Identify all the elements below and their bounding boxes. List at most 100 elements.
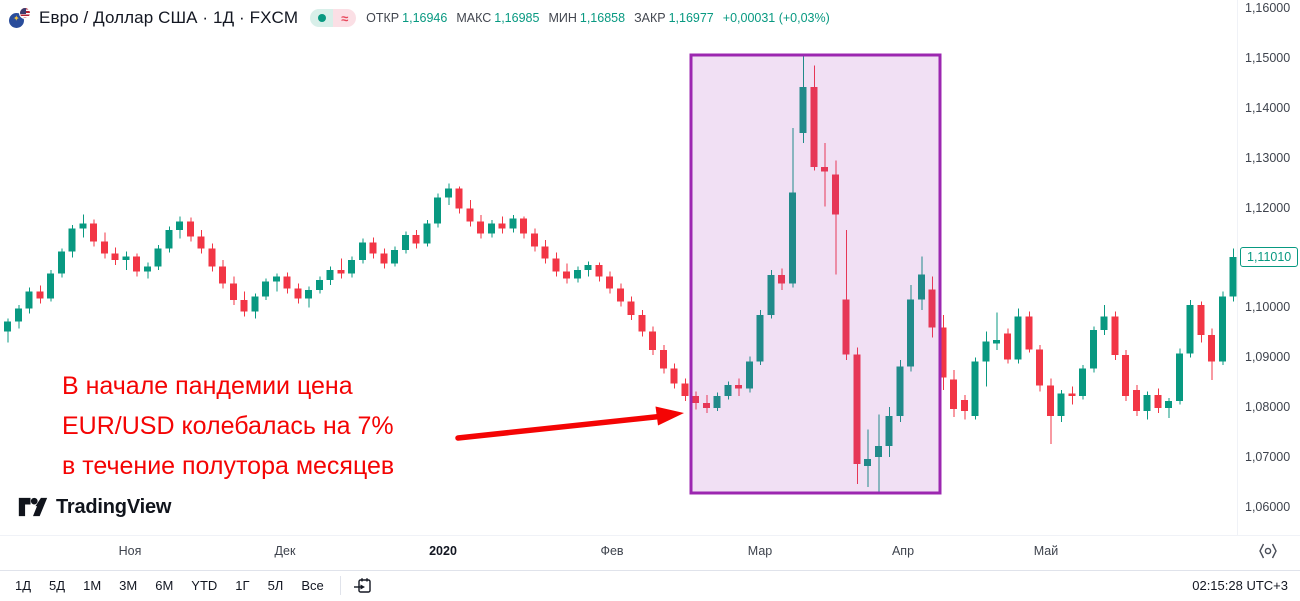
candle-body xyxy=(111,253,119,261)
annotation-line-2: EUR/USD колебалась на 7% xyxy=(62,412,394,440)
candle-body xyxy=(186,221,194,237)
symbol-title[interactable]: Евро / Доллар США · 1Д · FXCM xyxy=(39,8,299,27)
range-button-YTD[interactable]: YTD xyxy=(191,577,218,593)
candle-body xyxy=(315,280,323,290)
highlight-box-fill xyxy=(691,55,940,493)
candle-body xyxy=(530,233,538,247)
candle-body xyxy=(143,266,151,272)
candle-body xyxy=(283,276,291,289)
candle-body xyxy=(122,256,130,261)
time-axis-label-Мар: Мар xyxy=(747,544,773,558)
candle-body xyxy=(896,366,904,417)
candle-body xyxy=(778,275,785,284)
open-value: 1,16946 xyxy=(402,11,448,25)
candle-body xyxy=(864,459,871,467)
candle-body xyxy=(57,251,65,274)
candle-body xyxy=(788,192,796,284)
tradingview-watermark[interactable]: TradingView xyxy=(18,495,171,519)
price-axis-label: 1,07000 xyxy=(1245,450,1291,465)
candle-body xyxy=(1208,334,1215,362)
range-button-5Л[interactable]: 5Л xyxy=(267,577,284,593)
time-axis-label-Ноя: Ноя xyxy=(118,544,142,558)
ohlc-legend: ОТКР 1,16946 МАКС 1,16985 МИН 1,16858 ЗА… xyxy=(366,11,830,25)
candle-body xyxy=(1229,257,1237,297)
candle-body xyxy=(68,228,76,252)
candle-body xyxy=(735,384,742,389)
candle-body xyxy=(4,321,11,332)
candle-body xyxy=(993,339,1000,344)
candle-body xyxy=(928,289,936,328)
candle-body xyxy=(1046,385,1054,417)
range-button-1Д[interactable]: 1Д xyxy=(15,577,32,593)
range-button-3M[interactable]: 3M xyxy=(119,577,138,593)
price-scale-settings-icon[interactable] xyxy=(1258,542,1278,560)
clock-display[interactable]: 02:15:28 UTC+3 xyxy=(1192,578,1288,593)
candle-body xyxy=(606,276,613,289)
candle-body xyxy=(487,223,495,234)
eur-usd-flag-icon xyxy=(8,7,31,29)
candle-body xyxy=(950,379,957,410)
price-axis-label: 1,13000 xyxy=(1245,150,1291,165)
candle-body xyxy=(595,265,603,277)
candle-body xyxy=(584,265,592,271)
bottom-toolbar: 1Д 5Д 1M 3M 6M YTD 1Г 5Л Все 02:15:28 UTC+3 xyxy=(0,570,1300,600)
candle-body xyxy=(960,400,968,412)
range-button-1Г[interactable]: 1Г xyxy=(235,577,250,593)
candle-body xyxy=(713,396,721,409)
candle-body xyxy=(455,188,463,209)
candle-body xyxy=(552,258,560,272)
market-open-indicator xyxy=(310,9,334,27)
candle-body xyxy=(423,223,431,244)
range-button-5Д[interactable]: 5Д xyxy=(49,577,66,593)
candle-body xyxy=(477,221,484,234)
candle-body xyxy=(541,246,549,259)
candle-body xyxy=(36,291,44,299)
highlight-box-border[interactable] xyxy=(689,53,942,495)
time-axis-label-Фев: Фев xyxy=(600,544,624,558)
candle-body xyxy=(1186,304,1194,354)
annotation-arrow-line[interactable] xyxy=(455,413,667,441)
candle-body xyxy=(939,327,947,378)
candlestick-series xyxy=(4,55,1237,493)
candle-body xyxy=(262,281,269,297)
candle-body xyxy=(917,274,925,300)
high-value: 1,16985 xyxy=(494,11,540,25)
candle-body xyxy=(47,273,54,299)
annotation-text: В начале пандемии цена EUR/USD колебалась… xyxy=(62,366,394,486)
candle-body xyxy=(1003,333,1011,360)
candle-body xyxy=(1100,316,1108,330)
tradingview-logo-icon xyxy=(18,497,48,517)
candle-body xyxy=(337,270,345,274)
candle-body xyxy=(649,331,656,350)
candle-body xyxy=(1068,393,1076,397)
candle-body xyxy=(498,223,506,229)
candle-body xyxy=(520,218,527,234)
candle-body xyxy=(197,236,205,249)
candle-body xyxy=(659,349,667,369)
candle-body xyxy=(982,341,990,362)
price-axis[interactable]: 1,16000 1,15000 1,14000 1,13000 1,12000 1,100… xyxy=(1237,0,1300,535)
candle-body xyxy=(14,308,22,322)
range-button-6M[interactable]: 6M xyxy=(155,577,174,593)
range-button-1M[interactable]: 1M xyxy=(83,577,102,593)
calendar-goto-icon xyxy=(353,577,371,593)
range-button-Все[interactable]: Все xyxy=(301,577,324,593)
candle-body xyxy=(412,235,420,244)
candle-body xyxy=(681,383,689,397)
candle-body xyxy=(670,368,678,384)
candle-body xyxy=(326,270,334,281)
goto-date-button[interactable] xyxy=(352,575,374,597)
price-axis-label: 1,06000 xyxy=(1245,500,1291,514)
candle-body xyxy=(369,242,377,254)
candle-body xyxy=(466,208,474,222)
candle-body xyxy=(971,361,979,417)
approx-icon: ≈ xyxy=(341,10,349,26)
annotation-line-1: В начале пандемии цена xyxy=(62,372,353,400)
price-axis-label: 1,14000 xyxy=(1245,100,1291,115)
candle-body xyxy=(627,301,635,315)
candle-body xyxy=(1165,401,1172,409)
candle-body xyxy=(1089,329,1097,369)
time-axis[interactable]: Ноя Дек 2020 Фев Мар Апр Май xyxy=(0,535,1300,570)
market-status-pill[interactable]: ≈ xyxy=(310,9,357,27)
